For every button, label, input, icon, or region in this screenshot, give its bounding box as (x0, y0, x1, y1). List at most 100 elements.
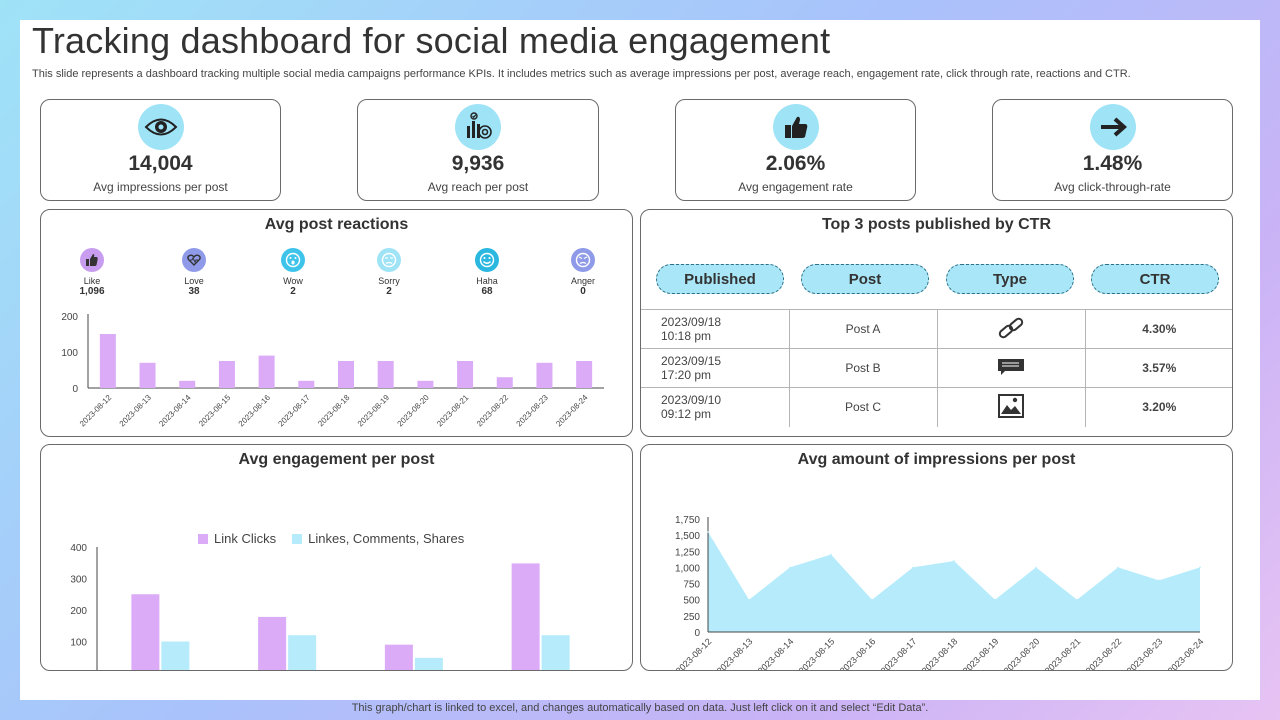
reaction-like: Like 1,096 (62, 248, 122, 297)
x-tick-label: 2023-08-13 (118, 393, 154, 429)
y-tick-label: 1,750 (675, 515, 700, 526)
bar (496, 377, 513, 388)
ctr-table: 2023/09/18 10:18 pm Post A 4.30% 2023/09/… (641, 309, 1232, 427)
x-tick-label: 2023-08-23 (515, 393, 551, 429)
wow-icon (281, 248, 305, 272)
top-posts-title: Top 3 posts published by CTR (821, 216, 1052, 233)
x-tick-label: 2023-08-16 (237, 393, 273, 429)
kpi-label: Avg impressions per post (93, 180, 228, 194)
y-tick-label: 100 (70, 638, 87, 649)
reaction-haha: Haha 68 (457, 248, 517, 297)
bar (414, 657, 443, 670)
ctr-cell: 3.57% (1085, 348, 1232, 388)
post-cell: Post C (789, 387, 938, 427)
anger-icon (571, 248, 595, 272)
published-time: 17:20 pm (661, 368, 712, 382)
reaction-wow: Wow 2 (263, 248, 323, 297)
kpi-label: Avg engagement rate (738, 180, 853, 194)
y-tick-label: 400 (70, 543, 87, 554)
published-cell: 2023/09/10 09:12 pm (641, 387, 790, 427)
x-tick-label: 2023-08-18 (316, 393, 352, 429)
bar (139, 362, 156, 388)
bar (457, 361, 474, 388)
data-point (748, 598, 750, 601)
x-tick-label: 2023-08-12 (674, 636, 714, 670)
status-icon (998, 358, 1024, 375)
data-point (994, 598, 996, 601)
x-tick-label: 2023-08-20 (395, 393, 431, 429)
page-subtitle: This slide represents a dashboard tracki… (32, 68, 1131, 80)
header-post: Post (801, 264, 929, 294)
published-cell: 2023/09/18 10:18 pm (641, 309, 790, 349)
photo-icon (998, 393, 1024, 418)
kpi-label: Avg click-through-rate (1054, 180, 1171, 194)
sorry-icon (377, 248, 401, 272)
engagement-bar-chart: 0100200300400LinkPhotoStatusVideo (70, 543, 570, 670)
bar (576, 361, 593, 388)
x-tick-label: 2023-08-21 (1043, 636, 1083, 670)
data-point (871, 598, 873, 601)
y-tick-label: 200 (70, 606, 87, 617)
kpi-value: 9,936 (451, 152, 505, 175)
published-cell: 2023/09/15 17:20 pm (641, 348, 790, 388)
slide: Tracking dashboard for social media enga… (20, 20, 1260, 700)
published-date: 2023/09/18 (661, 315, 722, 329)
impressions-title: Avg amount of impressions per post (797, 451, 1076, 468)
area-series (708, 531, 1200, 632)
ctr-cell: 3.20% (1085, 387, 1232, 427)
published-date: 2023/09/15 (661, 354, 722, 368)
x-tick-label: 2023-08-23 (1125, 636, 1165, 670)
reaction-value: 38 (188, 286, 200, 297)
table-row: 2023/09/18 10:18 pm Post A 4.30% (641, 309, 1232, 349)
reaction-sorry: Sorry 2 (359, 248, 419, 297)
legend-swatch-link-clicks (198, 533, 208, 544)
bar (218, 361, 235, 388)
y-tick-label: 300 (70, 575, 87, 586)
reaction-name: Like (83, 276, 101, 286)
data-point (789, 566, 791, 569)
reaction-name: Love (184, 276, 204, 286)
y-tick-label: 500 (683, 596, 700, 607)
reactions-title: Avg post reactions (264, 216, 409, 233)
y-tick-label: 250 (683, 612, 700, 623)
legend-label-engagement: Linkes, Comments, Shares (308, 531, 465, 546)
x-tick-label: 2023-08-19 (961, 636, 1001, 670)
ctr-cell: 4.30% (1085, 309, 1232, 349)
impressions-panel: Avg amount of impressions per post 0 250 5… (640, 444, 1233, 671)
bar (541, 635, 570, 670)
data-point (912, 566, 914, 569)
y-tick-label: 1,250 (675, 547, 700, 558)
reaction-value: 68 (481, 286, 493, 297)
kpi-label: Avg reach per post (427, 180, 529, 194)
kpi-card-reach: 9,936 Avg reach per post (357, 99, 599, 201)
love-icon (182, 248, 206, 272)
bar (131, 594, 160, 670)
x-tick-label: 2023-08-18 (920, 636, 960, 670)
x-tick-label: 2023-08-24 (554, 393, 590, 429)
reaction-name: Anger (570, 276, 596, 286)
x-tick-label: 2023-08-24 (1166, 636, 1206, 670)
reaction-value: 2 (386, 286, 392, 297)
data-point (1199, 566, 1201, 569)
reach-target-icon (455, 104, 501, 150)
y-tick-label: 1,500 (675, 531, 700, 542)
reaction-love: Love 38 (164, 248, 224, 297)
header-ctr: CTR (1091, 264, 1219, 294)
y-tick-label: 200 (61, 312, 78, 323)
reaction-value: 0 (580, 286, 586, 297)
x-tick-label: 2023-08-17 (276, 393, 312, 429)
y-tick-label: 0 (72, 384, 78, 395)
table-row: 2023/09/10 09:12 pm Post C 3.20% (641, 387, 1232, 427)
bar (338, 361, 354, 388)
engagement-title: Avg engagement per post (238, 451, 435, 468)
like-icon (80, 248, 104, 272)
type-cell (937, 348, 1086, 388)
arrow-right-icon (1089, 104, 1136, 150)
haha-icon (475, 248, 499, 272)
data-point (1117, 566, 1119, 569)
data-point (707, 531, 709, 533)
reaction-name: Sorry (378, 276, 400, 286)
data-point (953, 560, 955, 562)
bar (179, 380, 196, 388)
kpi-value: 1.48% (1082, 152, 1143, 175)
